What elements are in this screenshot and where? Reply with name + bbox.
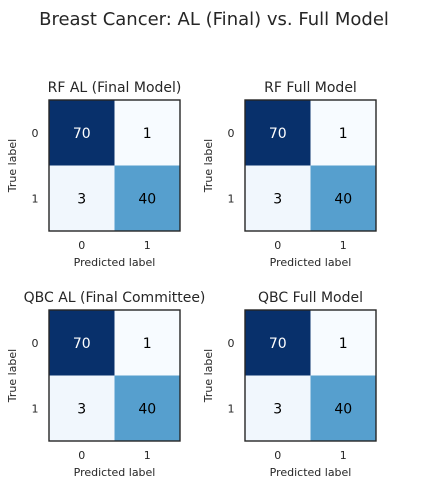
cell-value-label: 1 xyxy=(339,126,348,142)
confusion-matrix-panel: QBC Full Model 70 1 3 40 0 1 0 1 Predicted label T… xyxy=(202,290,377,479)
matrix-cell xyxy=(49,310,115,376)
matrix-cell xyxy=(245,375,311,441)
cell-value-label: 70 xyxy=(73,336,91,352)
confusion-matrix-panel: RF AL (Final Model) 70 1 3 40 0 1 0 1 Predicted l… xyxy=(6,80,181,269)
cell-value-label: 70 xyxy=(269,126,287,142)
matrix-cell xyxy=(310,100,376,166)
cell-value-label: 3 xyxy=(273,401,282,417)
cell-value-label: 40 xyxy=(334,191,352,207)
y-tick-label: 0 xyxy=(32,337,39,350)
y-tick-label: 1 xyxy=(32,402,39,415)
y-tick-label: 0 xyxy=(228,337,235,350)
matrix-cell xyxy=(310,375,376,441)
y-axis-label: True label xyxy=(6,139,19,193)
x-axis-label: Predicted label xyxy=(74,466,156,479)
x-axis-label: Predicted label xyxy=(74,256,156,269)
matrix-cell xyxy=(245,310,311,376)
matrix-cell xyxy=(245,165,311,231)
x-tick-label: 0 xyxy=(274,239,281,252)
panel-title: QBC Full Model xyxy=(258,290,363,306)
axes-frame xyxy=(244,99,377,232)
panel-title: RF AL (Final Model) xyxy=(48,80,182,96)
x-axis-label: Predicted label xyxy=(270,466,352,479)
axes-frame xyxy=(48,309,181,442)
cell-value-label: 1 xyxy=(143,336,152,352)
matrix-cell xyxy=(310,165,376,231)
matrix-cell xyxy=(245,100,311,166)
x-tick-label: 1 xyxy=(144,449,151,462)
confusion-matrix-panel: RF Full Model 70 1 3 40 0 1 0 1 Predicted label Tr… xyxy=(202,80,377,269)
matrix-cell xyxy=(49,165,115,231)
matrix-cell xyxy=(49,375,115,441)
axes-frame xyxy=(48,99,181,232)
panel-title: QBC AL (Final Committee) xyxy=(24,290,206,306)
y-tick-label: 1 xyxy=(228,402,235,415)
y-axis-label: True label xyxy=(202,349,215,403)
figure-title: Breast Cancer: AL (Final) vs. Full Model xyxy=(39,9,389,30)
matrix-cell xyxy=(114,165,180,231)
matrix-cell xyxy=(114,100,180,166)
matrix-cell xyxy=(310,310,376,376)
x-tick-label: 1 xyxy=(340,239,347,252)
y-tick-label: 1 xyxy=(228,192,235,205)
x-tick-label: 0 xyxy=(78,239,85,252)
matrix-cell xyxy=(114,310,180,376)
cell-value-label: 1 xyxy=(143,126,152,142)
y-axis-label: True label xyxy=(6,349,19,403)
y-axis-label: True label xyxy=(202,139,215,193)
confusion-matrix-panel: QBC AL (Final Committee) 70 1 3 40 0 1 0 1 Predic… xyxy=(6,290,205,479)
x-tick-label: 1 xyxy=(144,239,151,252)
cell-value-label: 1 xyxy=(339,336,348,352)
y-tick-label: 0 xyxy=(32,127,39,140)
axes-frame xyxy=(244,309,377,442)
cell-value-label: 40 xyxy=(138,401,156,417)
x-tick-label: 0 xyxy=(274,449,281,462)
matrix-cell xyxy=(49,100,115,166)
x-axis-label: Predicted label xyxy=(270,256,352,269)
y-tick-label: 0 xyxy=(228,127,235,140)
panel-title: RF Full Model xyxy=(264,80,357,96)
cell-value-label: 40 xyxy=(138,191,156,207)
cell-value-label: 3 xyxy=(77,401,86,417)
cell-value-label: 70 xyxy=(269,336,287,352)
matrix-cell xyxy=(114,375,180,441)
cell-value-label: 3 xyxy=(273,191,282,207)
cell-value-label: 40 xyxy=(334,401,352,417)
y-tick-label: 1 xyxy=(32,192,39,205)
cell-value-label: 3 xyxy=(77,191,86,207)
x-tick-label: 0 xyxy=(78,449,85,462)
x-tick-label: 1 xyxy=(340,449,347,462)
cell-value-label: 70 xyxy=(73,126,91,142)
